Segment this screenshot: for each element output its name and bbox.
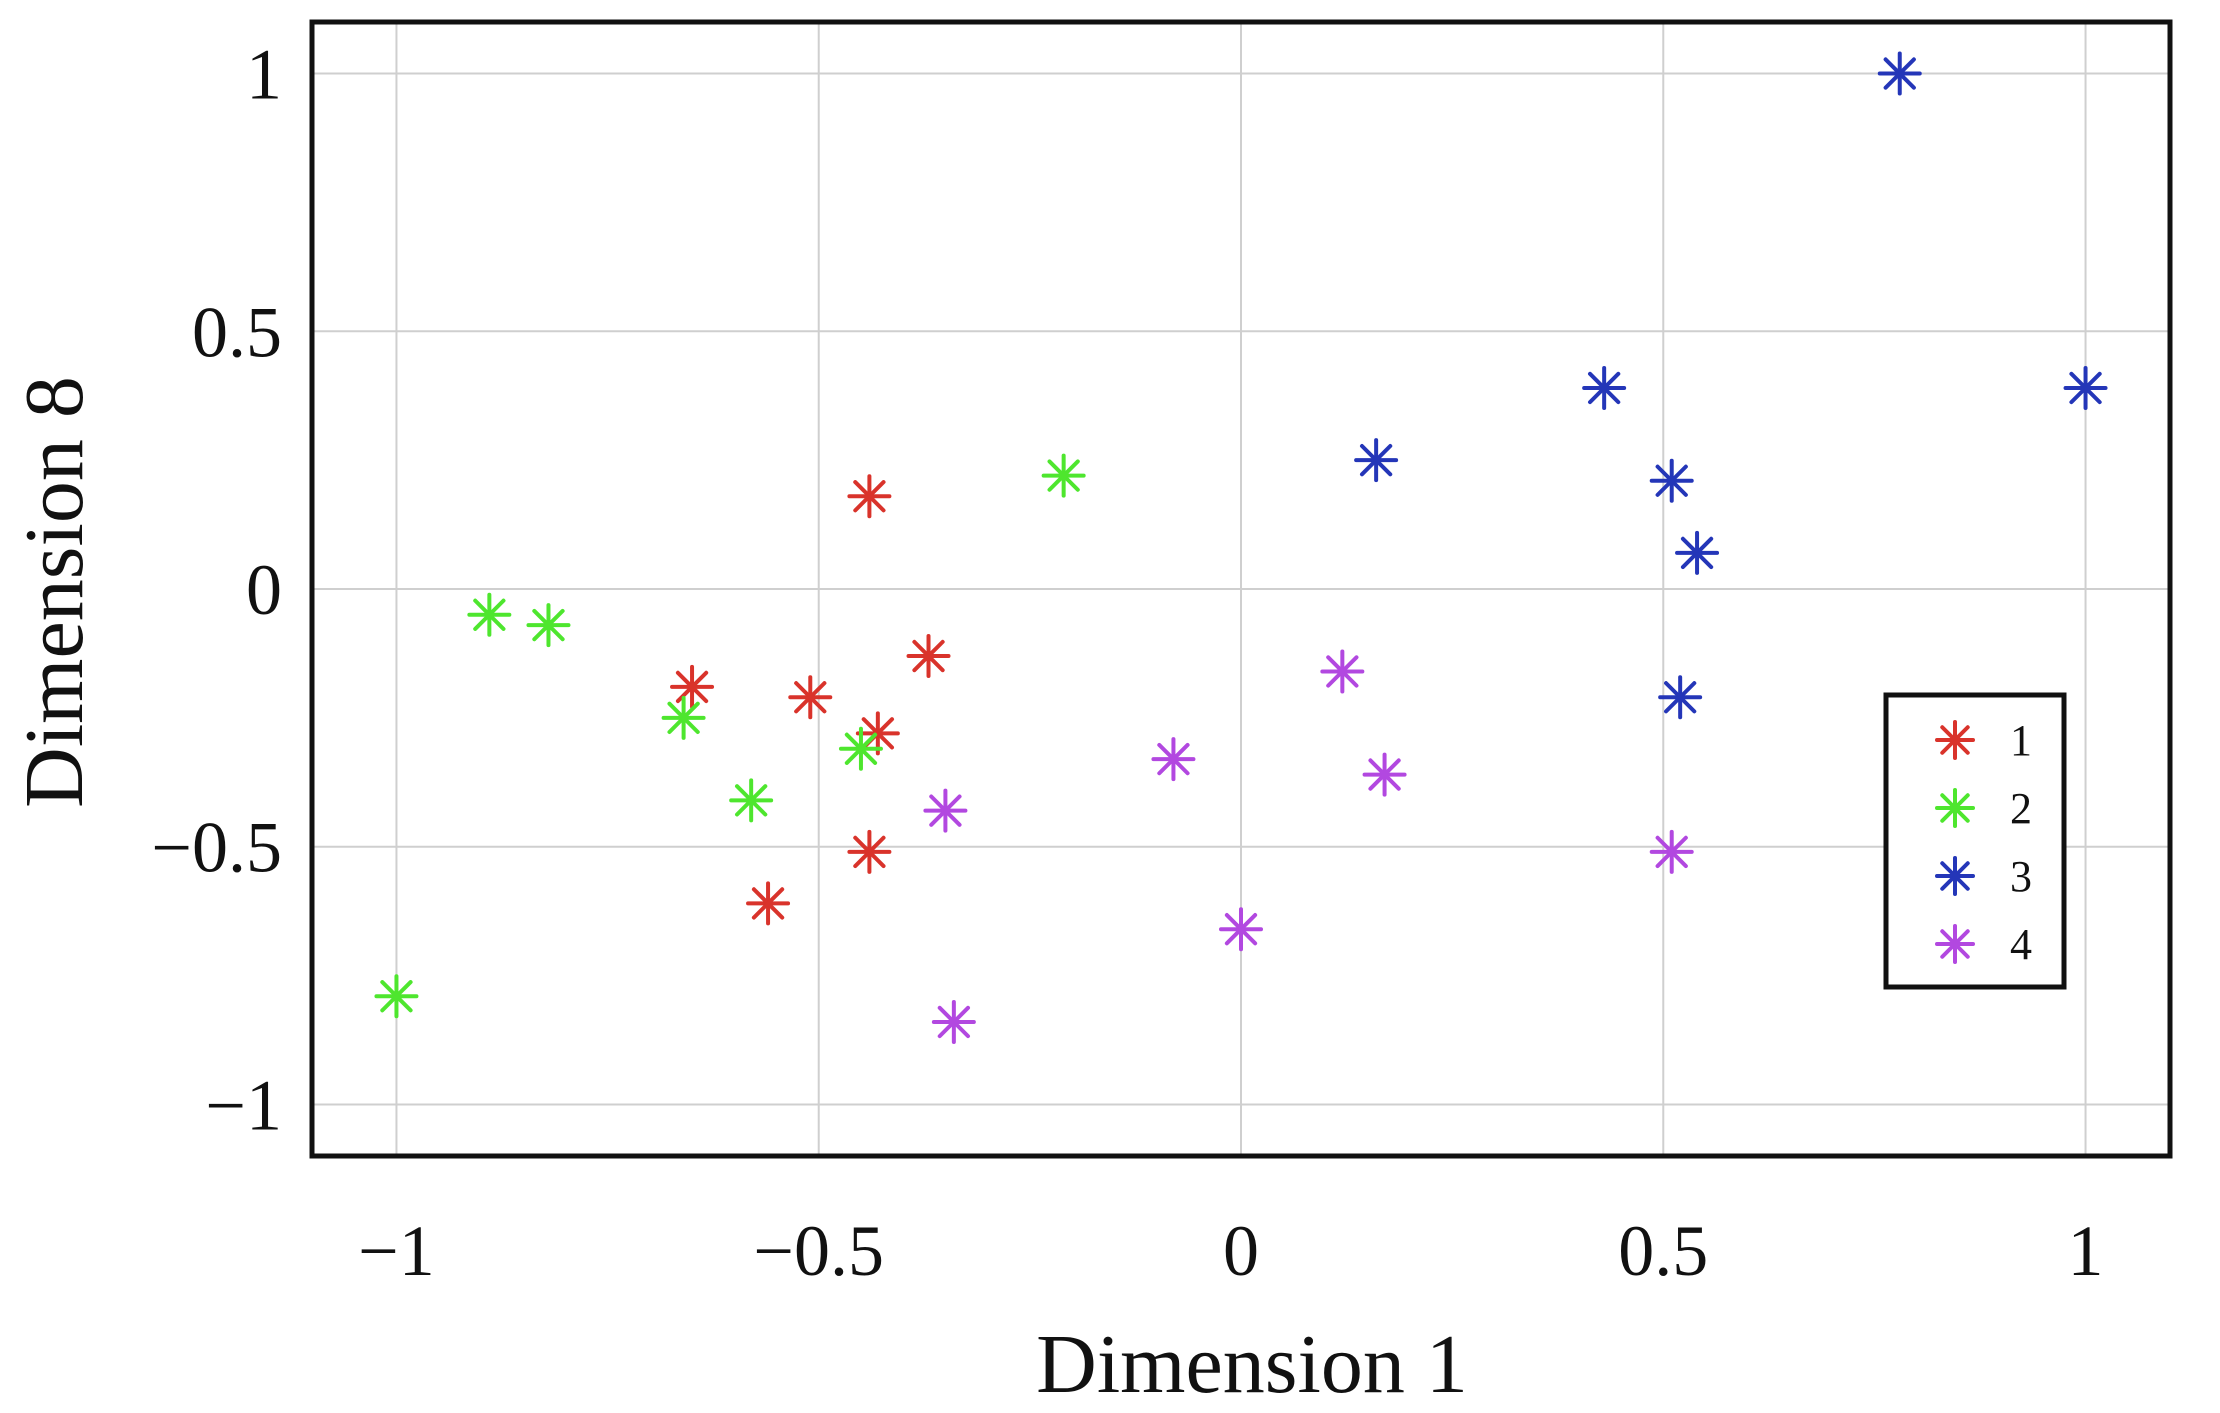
data-point-series-2 [467, 592, 512, 637]
plot-frame [309, 19, 2173, 1159]
data-point-series-1 [906, 634, 951, 679]
data-point-series-4 [923, 788, 968, 833]
x-axis-label: Dimension 1 [1036, 1318, 1468, 1411]
data-point-series-4 [1151, 737, 1196, 782]
x-tick-label: 0.5 [1618, 1211, 1708, 1291]
x-tick-label: −0.5 [753, 1211, 884, 1291]
data-point-series-2 [838, 726, 883, 771]
y-tick-label: −1 [205, 1065, 282, 1145]
legend: 1 2 3 4 [1883, 692, 2067, 990]
data-point-series-1 [847, 829, 892, 874]
x-tick-label: −1 [358, 1211, 435, 1291]
legend-box [1883, 692, 2067, 990]
data-point-series-2 [661, 695, 706, 740]
data-point-series-1 [670, 664, 715, 709]
y-axis-ticks: 1 0.5 0 −0.5 −1 [151, 35, 282, 1146]
data-point-series-4 [931, 999, 976, 1044]
data-point-series-4 [1219, 907, 1263, 952]
data-point-series-3 [1658, 675, 1703, 720]
data-point-series-1 [847, 474, 892, 519]
x-axis-ticks: −1 −0.5 0 0.5 1 [358, 1211, 2103, 1291]
y-tick-label: 0.5 [192, 292, 282, 372]
legend-marker-1 [1935, 720, 1975, 760]
y-axis-label: Dimension 8 [8, 376, 101, 808]
data-point-series-3 [1354, 438, 1399, 483]
x-tick-label: 1 [2068, 1211, 2104, 1291]
y-tick-label: 1 [246, 35, 282, 115]
data-point-series-2 [729, 778, 774, 823]
data-point-series-3 [2063, 365, 2108, 410]
y-tick-label: −0.5 [151, 808, 282, 888]
data-point-series-1 [746, 881, 791, 926]
grid [312, 22, 2170, 1156]
legend-marker-2 [1935, 788, 1975, 828]
data-point-series-1 [788, 675, 833, 720]
data-point-series-3 [1649, 458, 1694, 503]
data-point-series-2 [1041, 453, 1086, 498]
x-tick-label: 0 [1223, 1211, 1259, 1291]
data-point-series-1 [855, 711, 900, 756]
y-tick-label: 0 [246, 550, 282, 630]
data-point-series-4 [1320, 649, 1365, 694]
data-point-series-3 [1877, 51, 1922, 96]
legend-label-3: 3 [2010, 852, 2032, 901]
data-point-series-2 [374, 974, 419, 1019]
data-points [374, 51, 2108, 1044]
data-point-series-3 [1675, 530, 1720, 575]
data-point-series-3 [1582, 365, 1627, 410]
legend-marker-4 [1935, 924, 1975, 964]
legend-label-1: 1 [2010, 716, 2032, 765]
legend-label-2: 2 [2010, 784, 2032, 833]
legend-marker-3 [1935, 856, 1975, 896]
data-point-series-4 [1649, 829, 1694, 874]
legend-label-4: 4 [2010, 920, 2032, 969]
data-point-series-2 [526, 603, 571, 648]
data-point-series-4 [1362, 752, 1407, 797]
